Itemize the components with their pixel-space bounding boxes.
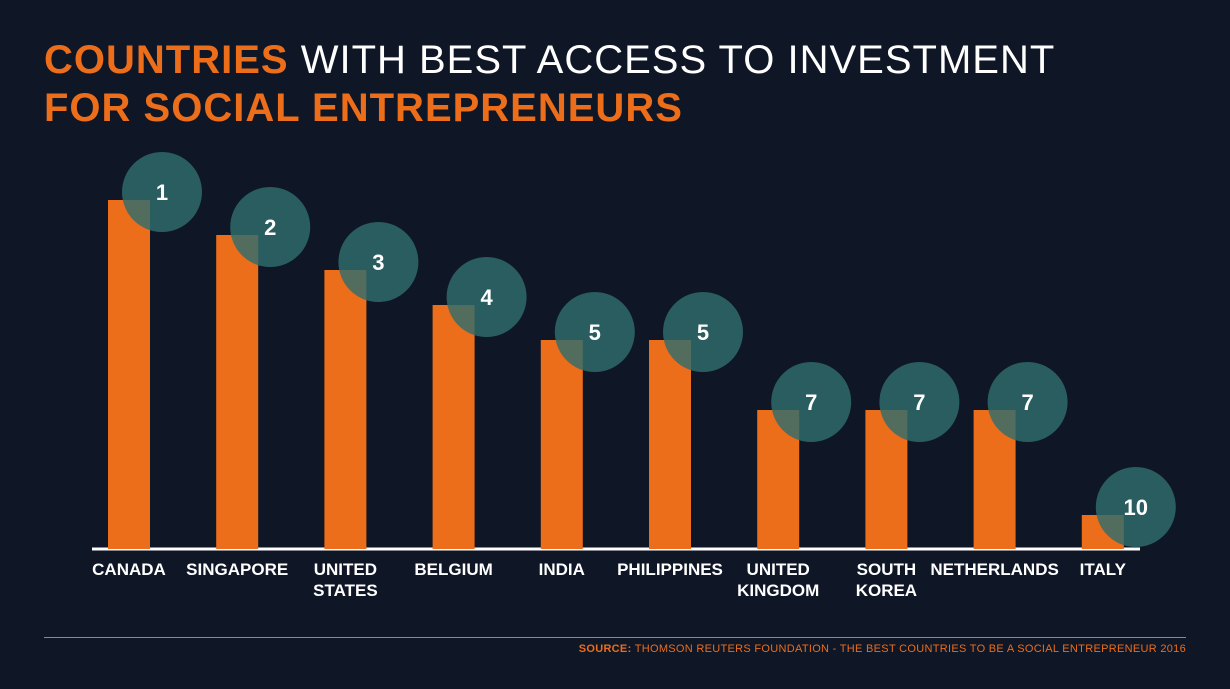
bar [432,305,475,549]
rank-label: 7 [913,390,925,415]
bar-chart: 1 CANADA 2 SINGAPORE 3 UNITED STATES 4 BELGIUM 5 I… [92,152,1176,600]
x-tick-label: KOREA [856,581,917,600]
x-tick-label: KINGDOM [737,581,819,600]
title-rest: WITH BEST ACCESS TO INVESTMENT [300,38,1056,82]
bar [649,340,691,549]
x-tick-label: ITALY [1080,560,1127,579]
rank-label: 7 [805,390,817,415]
source-text: THOMSON REUTERS FOUNDATION - THE BEST CO… [634,643,1186,655]
x-tick-label: UNITED [314,560,377,579]
title-line-2: FOR SOCIAL ENTREPRENEURS [44,86,683,130]
rank-circle [122,152,202,232]
title-highlight: COUNTRIES [44,38,289,82]
x-tick-label: SINGAPORE [186,560,288,579]
rank-circle [879,362,960,442]
rank-circle [771,362,852,442]
rank-circle [663,292,743,372]
x-tick-label: BELGIUM [414,560,492,579]
source-label: SOURCE: [578,643,632,655]
rank-circle [446,257,527,337]
rank-label: 1 [156,180,168,205]
x-tick-label: SOUTH [857,560,917,579]
rank-label: 5 [589,320,601,345]
rank-label: 2 [264,215,276,240]
rank-label: 5 [697,320,709,345]
x-tick-label: PHILIPPINES [617,560,723,579]
rank-label: 7 [1021,390,1033,415]
bar [108,200,150,549]
x-tick-label: STATES [313,581,378,600]
x-tick-label: CANADA [92,560,166,579]
rank-circle [338,222,419,302]
rank-label: 4 [480,285,493,310]
rank-circle [554,292,635,372]
rank-circle [230,187,311,267]
rank-label: 3 [372,250,384,275]
footer-divider [44,637,1186,638]
source-note: SOURCE: THOMSON REUTERS FOUNDATION - THE… [579,643,1186,655]
x-tick-label: INDIA [539,560,585,579]
bar [324,270,367,549]
rank-label: 10 [1124,495,1148,520]
rank-circle [987,362,1068,442]
rank-circle [1095,467,1176,547]
x-tick-label: NETHERLANDS [930,560,1058,579]
bar [540,340,583,549]
bar [216,235,259,549]
chart-title: COUNTRIES WITH BEST ACCESS TO INVESTMENT… [44,36,1055,132]
x-tick-label: UNITED [747,560,810,579]
